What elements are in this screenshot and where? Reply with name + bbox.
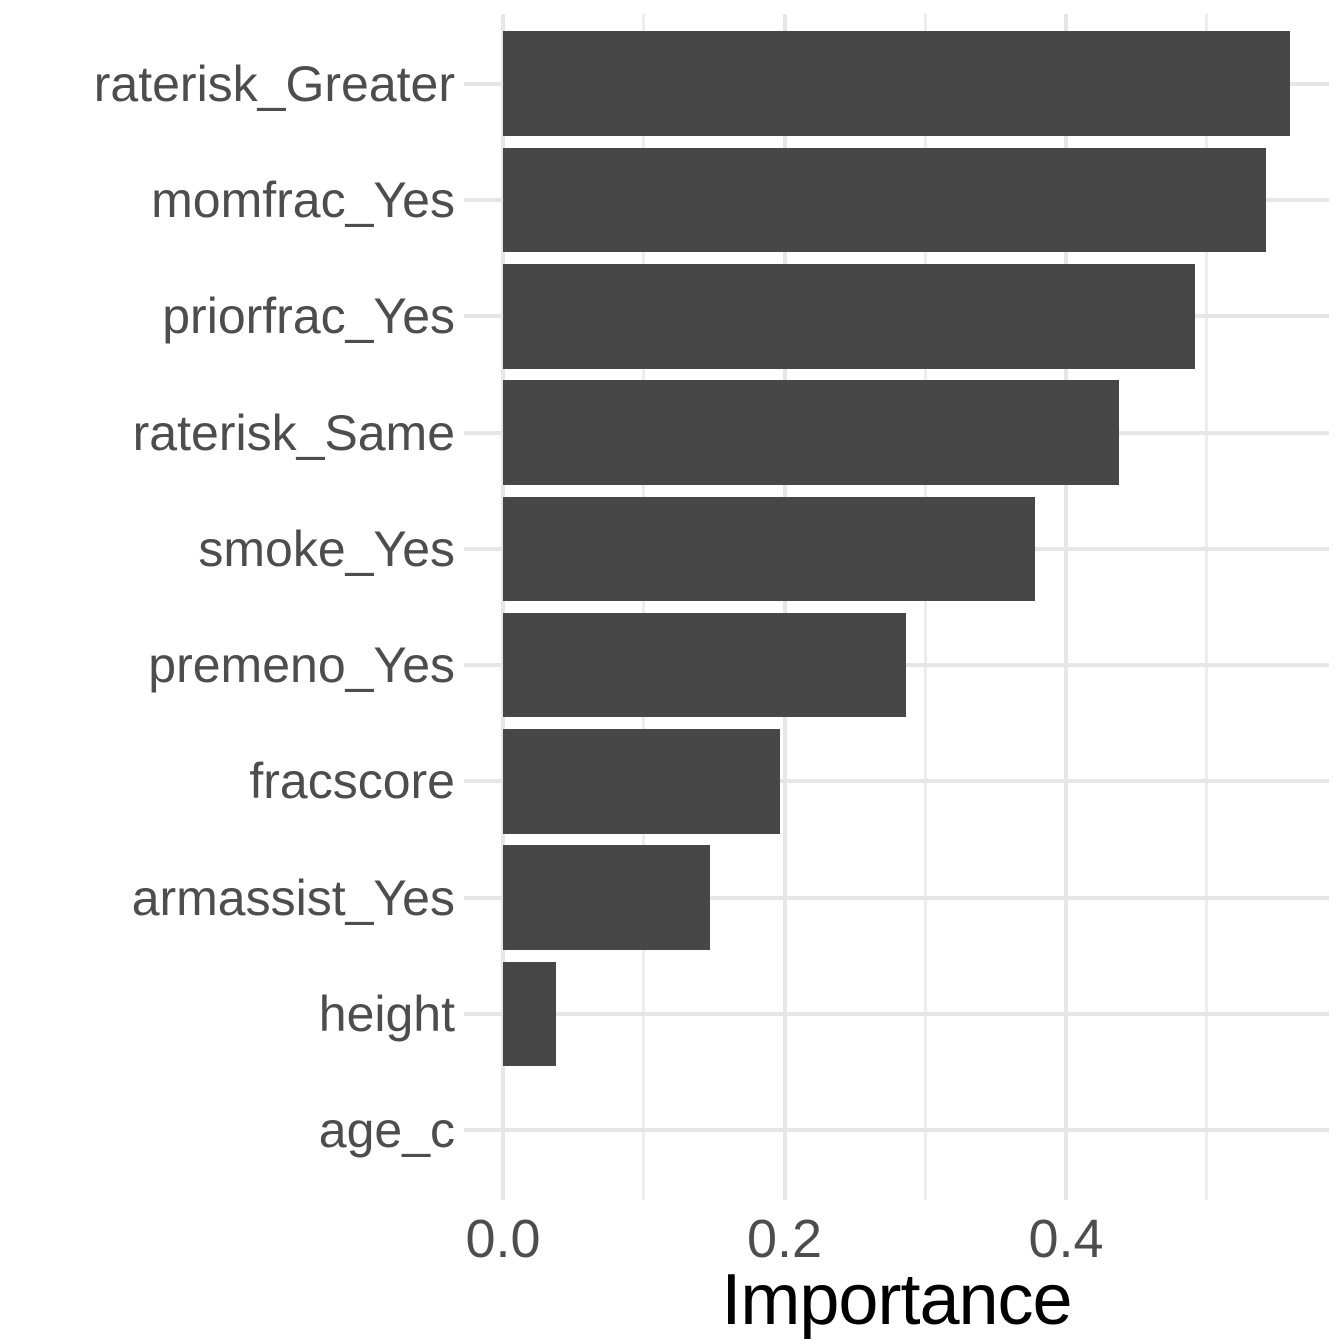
- y-axis-label-fracscore: fracscore: [249, 753, 455, 810]
- y-axis-label-age_c: age_c: [318, 1102, 455, 1159]
- gridline-major-vertical: [501, 14, 505, 1200]
- x-tick-label-0.0: 0.0: [465, 1209, 541, 1269]
- y-axis-label-priorfrac_Yes: priorfrac_Yes: [162, 288, 455, 345]
- gridline-major-vertical: [782, 14, 787, 1200]
- gridline-minor-vertical: [923, 14, 927, 1200]
- gridline-major-horizontal: [464, 895, 1329, 900]
- x-tick-label-0.4: 0.4: [1028, 1209, 1104, 1269]
- y-axis-label-premeno_Yes: premeno_Yes: [148, 637, 455, 694]
- gridline-minor-vertical: [1205, 14, 1209, 1200]
- gridline-major-horizontal: [464, 779, 1329, 784]
- y-axis-label-height: height: [318, 985, 455, 1042]
- x-tick-label-0.2: 0.2: [746, 1209, 823, 1269]
- plot-panel: [464, 14, 1329, 1200]
- y-axis-label-momfrac_Yes: momfrac_Yes: [151, 172, 455, 229]
- y-axis-label-armassist_Yes: armassist_Yes: [131, 869, 455, 926]
- gridline-major-horizontal: [464, 1011, 1329, 1016]
- bar-momfrac_Yes: [503, 147, 1266, 253]
- bar-smoke_Yes: [503, 496, 1036, 602]
- x-axis-title: Importance: [721, 1260, 1072, 1340]
- bar-raterisk_Greater: [503, 31, 1290, 137]
- bar-priorfrac_Yes: [503, 263, 1196, 369]
- y-axis-label-raterisk_Same: raterisk_Same: [132, 404, 455, 461]
- bar-fracscore: [503, 729, 781, 834]
- y-axis-label-smoke_Yes: smoke_Yes: [198, 520, 455, 577]
- bar-raterisk_Same: [503, 380, 1120, 485]
- gridline-minor-vertical: [642, 14, 646, 1200]
- bar-premeno_Yes: [503, 612, 906, 718]
- bar-armassist_Yes: [503, 845, 710, 950]
- gridline-major-horizontal: [464, 1128, 1329, 1133]
- gridline-major-vertical: [1064, 14, 1068, 1200]
- y-axis-label-raterisk_Greater: raterisk_Greater: [93, 55, 455, 112]
- bar-height: [503, 961, 557, 1067]
